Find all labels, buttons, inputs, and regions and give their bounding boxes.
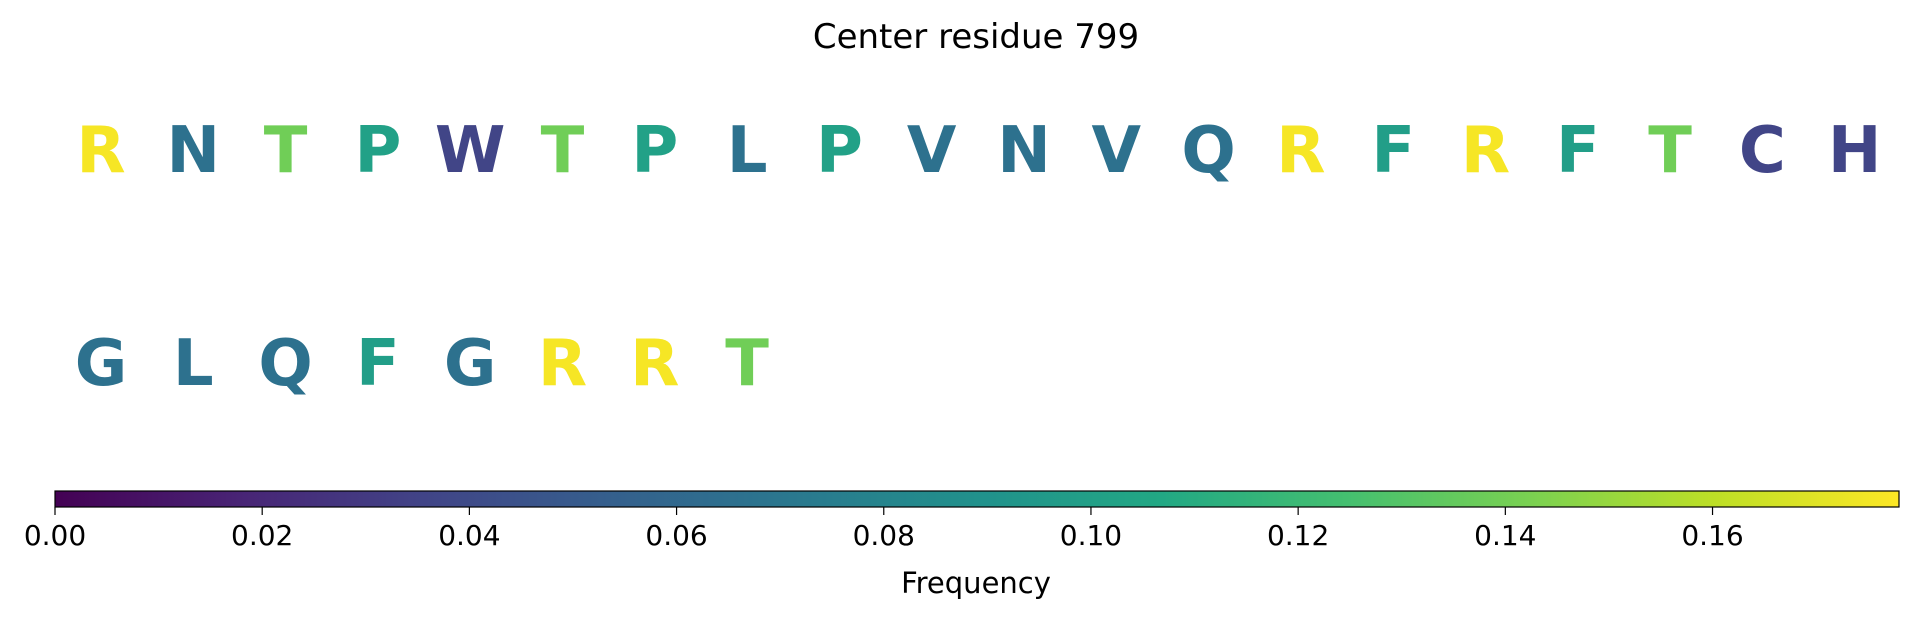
residue-letter: G — [75, 327, 128, 401]
residue-letter: F — [356, 327, 400, 401]
residue-sequence: R N T P W T P L P V N V Q R F R F T C HG L Q F G R R T — [75, 114, 1882, 401]
residue-letter: Q — [1181, 114, 1235, 188]
colorbar-tick-label: 0.16 — [1681, 519, 1743, 552]
colorbar-tick-label: 0.06 — [645, 519, 707, 552]
chart-title: Center residue 799 — [813, 17, 1139, 57]
colorbar-tick-label: 0.00 — [24, 519, 86, 552]
residue-letter: P — [631, 114, 678, 188]
colorbar-tick-label: 0.02 — [231, 519, 293, 552]
colorbar-label: Frequency — [901, 566, 1051, 600]
colorbar: 0.00 0.02 0.04 0.06 0.08 0.10 0.12 0.14 0.16 Fre… — [24, 490, 1900, 600]
residue-letter: T — [1648, 114, 1692, 188]
residue-letter: T — [725, 327, 769, 401]
residue-letter: C — [1739, 114, 1786, 188]
residue-letter: N — [997, 114, 1051, 188]
colorbar-ticks: 0.00 0.02 0.04 0.06 0.08 0.10 0.12 0.14 0.16 — [24, 507, 1744, 552]
residue-letter: R — [1276, 114, 1325, 188]
colorbar-gradient — [54, 490, 1900, 508]
residue-letter: R — [630, 327, 679, 401]
residue-letter: P — [816, 114, 863, 188]
residue-letter: F — [1556, 114, 1600, 188]
colorbar-tick-label: 0.12 — [1267, 519, 1329, 552]
residue-letter: V — [1092, 114, 1142, 188]
residue-letter: F — [1371, 114, 1415, 188]
residue-letter: N — [167, 114, 221, 188]
residue-letter: L — [173, 327, 214, 401]
residue-letter: T — [541, 114, 585, 188]
residue-letter: H — [1828, 114, 1882, 188]
residue-letter: R — [1461, 114, 1510, 188]
residue-letter: T — [264, 114, 308, 188]
residue-letter: L — [727, 114, 768, 188]
colorbar-tick-label: 0.14 — [1474, 519, 1536, 552]
residue-letter: Q — [258, 327, 312, 401]
residue-letter: V — [907, 114, 957, 188]
colorbar-tick-label: 0.10 — [1060, 519, 1122, 552]
residue-letter: W — [435, 114, 506, 188]
residue-letter: R — [538, 327, 587, 401]
residue-letter: G — [444, 327, 497, 401]
residue-letter: R — [76, 114, 125, 188]
residue-letter: P — [354, 114, 401, 188]
colorbar-tick-label: 0.08 — [853, 519, 915, 552]
colorbar-tick-label: 0.04 — [438, 519, 500, 552]
